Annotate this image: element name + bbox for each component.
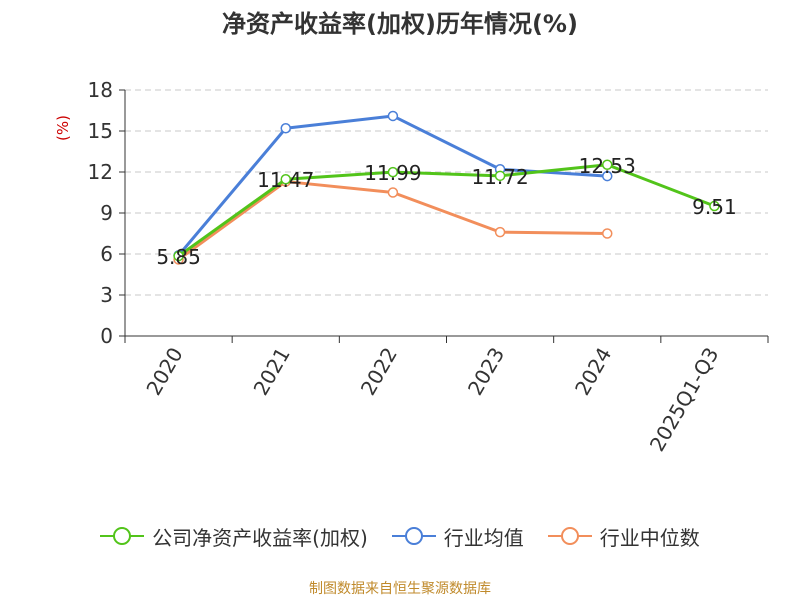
data-point	[387, 110, 399, 122]
chart-title: 净资产收益率(加权)历年情况(%)	[222, 10, 578, 38]
y-tick-label: 15	[88, 119, 113, 143]
data-label: 12.53	[579, 154, 636, 178]
y-tick-label: 12	[88, 160, 113, 184]
legend-marker-icon	[547, 527, 592, 545]
data-label: 11.72	[471, 165, 528, 189]
data-point	[602, 170, 613, 182]
data-label: 11.47	[257, 168, 314, 192]
legend-marker-circle	[404, 527, 423, 545]
y-axis-label: (%)	[54, 115, 72, 141]
y-tick-label: 9	[100, 201, 113, 225]
y-tick-label: 3	[100, 283, 113, 307]
data-point	[280, 173, 291, 185]
y-tick-label: 6	[100, 242, 113, 266]
data-point	[602, 159, 613, 171]
series-line	[177, 163, 715, 258]
data-point	[494, 170, 506, 182]
legend-item: 行业中位数	[547, 522, 700, 551]
legend-item: 公司净资产收益率(加权)	[100, 522, 368, 551]
data-point	[173, 250, 184, 262]
data-point	[387, 166, 399, 178]
data-point	[709, 200, 720, 212]
series-line	[177, 114, 608, 257]
legend-marker-circle	[560, 527, 579, 545]
legend-marker-circle	[113, 527, 132, 545]
data-point	[494, 226, 506, 238]
legend-label: 行业均值	[443, 525, 524, 550]
data-label: 9.51	[692, 195, 737, 219]
legend-label: 行业中位数	[599, 525, 700, 550]
x-tick-label: 2021	[249, 343, 295, 399]
data-point	[387, 187, 399, 198]
x-tick-label: 2020	[141, 343, 187, 399]
y-tick-label: 18	[88, 78, 113, 102]
legend-label: 公司净资产收益率(加权)	[152, 525, 368, 550]
data-point	[280, 123, 291, 134]
chart-legend: 公司净资产收益率(加权) 行业均值 行业中位数	[0, 518, 800, 554]
x-tick-label: 2023	[463, 343, 509, 399]
legend-marker-icon	[391, 527, 436, 545]
data-point	[602, 228, 613, 239]
x-tick-label: 2025Q1-Q3	[645, 343, 724, 455]
data-source-note: 制图数据来自恒生聚源数据库	[309, 581, 491, 597]
x-tick-label: 2022	[356, 343, 402, 399]
legend-item: 行业均值	[391, 522, 524, 551]
x-tick-label: 2024	[570, 343, 616, 399]
legend-marker-icon	[100, 527, 145, 545]
data-label: 11.99	[364, 161, 421, 185]
data-label: 5.85	[156, 245, 201, 269]
y-tick-label: 0	[100, 324, 113, 348]
